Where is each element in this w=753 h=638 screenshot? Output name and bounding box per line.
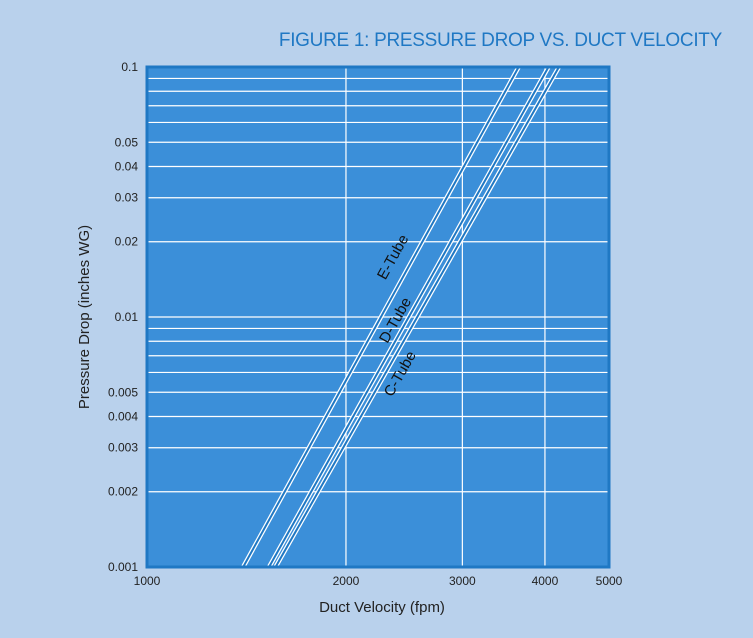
x-axis-ticks: 1000 2000 3000 4000 5000 [134, 574, 623, 588]
plot-frame [145, 65, 611, 569]
y-tick-label: 0.004 [108, 409, 138, 423]
x-tick-label: 1000 [134, 574, 161, 588]
y-tick-label: 0.01 [115, 310, 139, 324]
series-line [274, 66, 560, 568]
x-tick-label: 3000 [449, 574, 476, 588]
x-tick-label: 5000 [596, 574, 623, 588]
chart-title: FIGURE 1: PRESSURE DROP VS. DUCT VELOCIT… [279, 30, 723, 51]
x-axis-title: Duct Velocity (fpm) [319, 599, 445, 616]
x-tick-label: 2000 [333, 574, 360, 588]
y-tick-label: 0.003 [108, 441, 138, 455]
series-line [242, 66, 520, 568]
grid [147, 67, 609, 567]
y-tick-label: 0.03 [115, 191, 139, 205]
y-tick-label: 0.05 [115, 135, 139, 149]
x-tick-label: 4000 [532, 574, 559, 588]
y-tick-label: 0.02 [115, 235, 139, 249]
y-tick-label: 0.04 [115, 159, 139, 173]
y-tick-label: 0.1 [121, 60, 138, 74]
y-axis-title: Pressure Drop (inches WG) [76, 225, 93, 409]
y-tick-label: 0.001 [108, 560, 138, 574]
y-axis-ticks: 0.001 0.002 0.003 0.004 0.005 0.01 0.02 0.03 0.0… [108, 60, 138, 574]
y-tick-label: 0.002 [108, 485, 138, 499]
series-line [268, 66, 550, 568]
y-tick-label: 0.005 [108, 385, 138, 399]
